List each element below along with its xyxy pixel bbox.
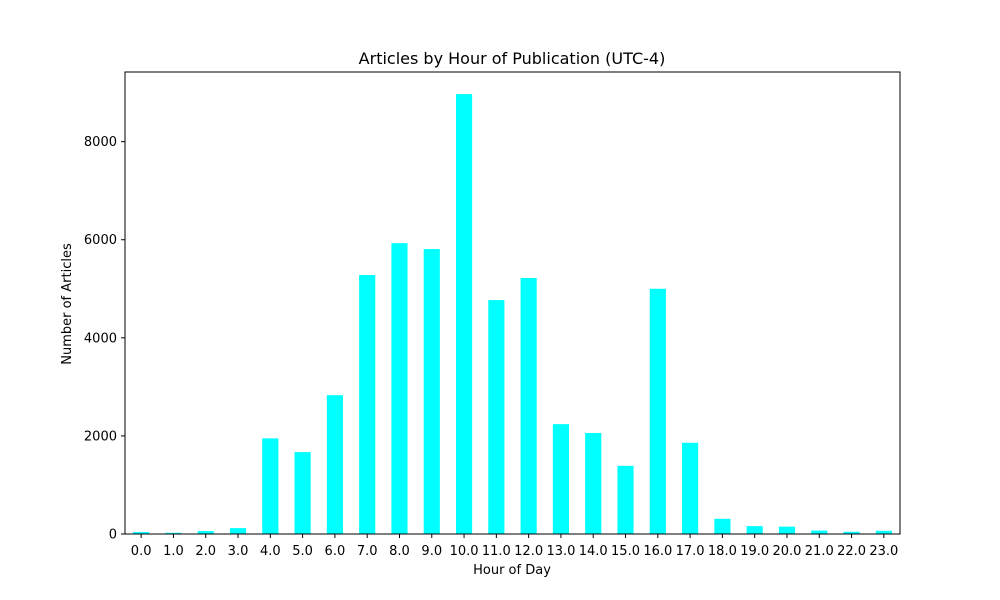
x-tick-label: 6.0 [325, 544, 346, 559]
bar-2.0 [197, 531, 214, 534]
bar-5.0 [294, 452, 311, 534]
x-tick-label: 18.0 [708, 544, 737, 559]
x-tick-label: 16.0 [643, 544, 672, 559]
bar-8.0 [391, 243, 408, 535]
x-tick-label: 2.0 [195, 544, 216, 559]
bar-6.0 [326, 395, 343, 534]
bar-16.0 [649, 288, 666, 534]
y-tick-label: 8000 [84, 135, 117, 150]
x-tick-label: 1.0 [163, 544, 184, 559]
x-tick-label: 3.0 [228, 544, 249, 559]
bar-1.0 [165, 532, 182, 534]
bar-21.0 [811, 530, 828, 534]
bar-11.0 [488, 300, 505, 534]
x-tick-label: 5.0 [292, 544, 313, 559]
bar-12.0 [520, 277, 537, 534]
bar-18.0 [714, 518, 731, 534]
x-tick-label: 14.0 [579, 544, 608, 559]
x-tick-label: 4.0 [260, 544, 281, 559]
bar-4.0 [262, 438, 279, 534]
y-tick-label: 0 [109, 528, 117, 543]
plot-frame [124, 71, 901, 535]
bar-19.0 [746, 526, 763, 534]
bar-20.0 [778, 526, 796, 534]
bar-17.0 [682, 442, 699, 534]
bar-15.0 [617, 465, 634, 534]
bar-13.0 [552, 424, 570, 534]
y-axis-label: Number of Articles [60, 243, 75, 365]
bar-22.0 [843, 531, 860, 534]
bar-0.0 [133, 532, 150, 534]
x-tick-label: 19.0 [740, 544, 769, 559]
bar-3.0 [229, 528, 247, 534]
bars-group [133, 94, 892, 535]
bar-7.0 [359, 275, 376, 534]
y-ticks: 0 2000 4000 6000 8000 [84, 135, 125, 543]
x-tick-label: 20.0 [773, 544, 802, 559]
x-tick-label: 21.0 [805, 544, 834, 559]
x-tick-label: 17.0 [676, 544, 705, 559]
y-tick-label: 2000 [84, 429, 117, 444]
x-ticks: 0.0 1.0 2.0 3.0 4.0 5.0 6.0 7.0 8.0 9.0 10.0 11.0 12… [131, 534, 898, 559]
y-tick-label: 4000 [84, 331, 117, 346]
y-tick-label: 6000 [84, 233, 117, 248]
x-tick-label: 13.0 [546, 544, 575, 559]
x-tick-label: 7.0 [357, 544, 378, 559]
x-tick-label: 23.0 [869, 544, 898, 559]
x-tick-label: 0.0 [131, 544, 152, 559]
bar-10.0 [455, 94, 473, 534]
x-axis-label: Hour of Day [473, 563, 551, 578]
x-tick-label: 15.0 [611, 544, 640, 559]
x-tick-label: 8.0 [389, 544, 410, 559]
x-tick-label: 11.0 [482, 544, 511, 559]
x-tick-label: 12.0 [514, 544, 543, 559]
bar-14.0 [585, 432, 602, 534]
x-tick-label: 9.0 [421, 544, 442, 559]
x-tick-label: 22.0 [837, 544, 866, 559]
bar-9.0 [423, 249, 440, 534]
chart-title: Articles by Hour of Publication (UTC-4) [359, 49, 666, 68]
x-tick-label: 10.0 [450, 544, 479, 559]
bar-23.0 [875, 530, 892, 534]
